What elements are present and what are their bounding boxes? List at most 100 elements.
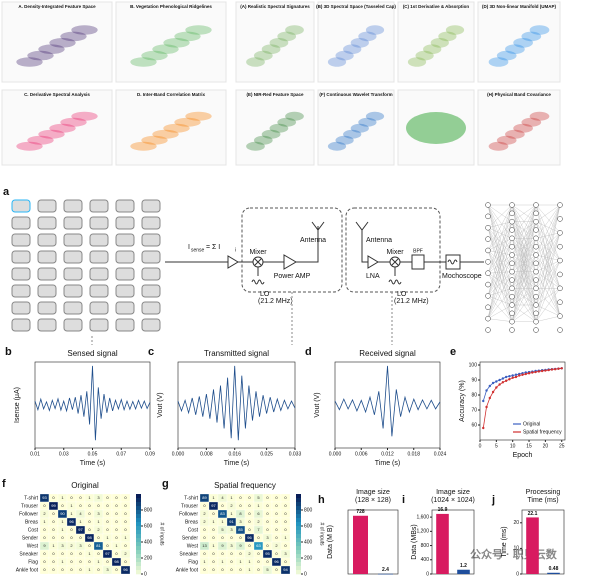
y-tick-label: 90 <box>471 377 477 383</box>
cell-label: 0 <box>203 551 206 556</box>
label: Antenna <box>300 237 326 244</box>
panel-label: f <box>2 478 6 490</box>
cell-label: 0 <box>115 519 118 524</box>
sensor <box>89 301 109 315</box>
cell-label: 1 <box>61 495 64 500</box>
nn-node <box>533 268 539 275</box>
cell-label: 1 <box>79 519 82 524</box>
label: (21.2 MHz) <box>394 298 429 305</box>
cell-label: 1 <box>88 567 91 572</box>
colorbar <box>296 570 301 575</box>
point <box>501 381 505 384</box>
point <box>518 374 521 377</box>
point <box>531 371 534 374</box>
cell-label: 1 <box>115 543 118 548</box>
nn-node <box>533 310 539 317</box>
cell-label: 1 <box>61 519 64 524</box>
cell <box>280 565 291 575</box>
nn-node <box>485 224 491 231</box>
nn-node <box>533 327 539 333</box>
cell-label: 0 <box>284 495 287 500</box>
plot-frame <box>521 509 565 575</box>
label: Power AMP <box>274 273 311 280</box>
nn-node <box>485 202 491 208</box>
x-tick-label: 0 <box>479 443 482 449</box>
colorbar <box>296 542 301 547</box>
cell-label: 0 <box>52 527 55 532</box>
thumb-frame <box>477 1 561 83</box>
cell-label: 3 <box>284 551 287 556</box>
nn-node <box>509 327 515 333</box>
y-tick-label: 60 <box>471 422 477 428</box>
thumb-art <box>185 111 212 121</box>
row-label: Flag <box>188 559 198 565</box>
cell-label: 0 <box>284 519 287 524</box>
cell-label: 0 <box>106 519 109 524</box>
point <box>527 372 531 375</box>
label: Mochoscope <box>442 273 482 280</box>
cell-label: 1 <box>239 559 242 564</box>
point <box>485 389 488 392</box>
formula: = Σ I <box>206 244 220 251</box>
nn-edge <box>535 204 561 306</box>
cell-label: 0 <box>115 527 118 532</box>
cell-label: 83 <box>220 511 225 516</box>
thumb-art <box>430 38 449 48</box>
x-axis-label: Time (s) <box>224 460 249 467</box>
cell-label: 0 <box>70 527 73 532</box>
colorbar <box>296 514 301 519</box>
cell-label: 0 <box>284 503 287 508</box>
nn-node <box>509 202 515 208</box>
thumb-title: (A) Realistic Spectral Signatures <box>240 4 310 9</box>
thumb-art <box>277 117 297 127</box>
cell-label: 3 <box>230 543 233 548</box>
nn-edge <box>511 288 537 322</box>
legend-label: Spatial frequency <box>523 429 562 435</box>
row-label: Cost <box>188 527 199 533</box>
cell-label: 0 <box>88 559 91 564</box>
sensor <box>11 233 31 247</box>
nn-edge <box>535 204 561 233</box>
cell-label: 1 <box>43 519 46 524</box>
colorbar <box>136 570 141 575</box>
nn-edge <box>511 304 537 322</box>
nn-node <box>509 218 515 225</box>
cell-label: 5 <box>266 567 269 572</box>
chart-title: Received signal <box>359 349 416 358</box>
cell-label: 0 <box>97 567 100 572</box>
cell-label: 0 <box>106 527 109 532</box>
x-tick-label: 5 <box>495 443 498 449</box>
x-tick-label: 0.006 <box>355 451 368 457</box>
sensor <box>11 267 31 281</box>
nn-node <box>557 327 563 333</box>
nn-node <box>533 252 539 258</box>
thumb-art <box>513 38 533 48</box>
panel-label: e <box>450 346 456 358</box>
nn-edge <box>487 204 513 228</box>
lo <box>388 279 402 285</box>
row-label: Trouser <box>181 503 198 509</box>
point <box>491 381 495 385</box>
sensor <box>89 267 109 281</box>
thumb-art <box>185 25 212 35</box>
x-tick-label: 0.01 <box>30 451 40 457</box>
chart-title: Transmitted signal <box>204 349 269 358</box>
nn-node <box>509 260 515 267</box>
cell-label: 0 <box>43 527 46 532</box>
nn-node <box>509 210 515 217</box>
nn-node <box>509 227 515 233</box>
colorbar <box>136 514 141 519</box>
thumb-art <box>141 135 168 145</box>
label: Mixer <box>249 249 267 256</box>
colorbar-tick-label: 200 <box>304 555 313 561</box>
cell-label: 3 <box>61 543 64 548</box>
cell-label: 2 <box>203 511 206 516</box>
sensor <box>89 284 109 298</box>
nn-node <box>557 257 563 264</box>
nn-edge <box>487 288 513 297</box>
thumb-art <box>496 135 517 145</box>
cell-label: 0 <box>52 559 55 564</box>
cell-label: 0 <box>61 503 64 508</box>
nn-edge <box>487 273 513 306</box>
point <box>537 370 541 373</box>
